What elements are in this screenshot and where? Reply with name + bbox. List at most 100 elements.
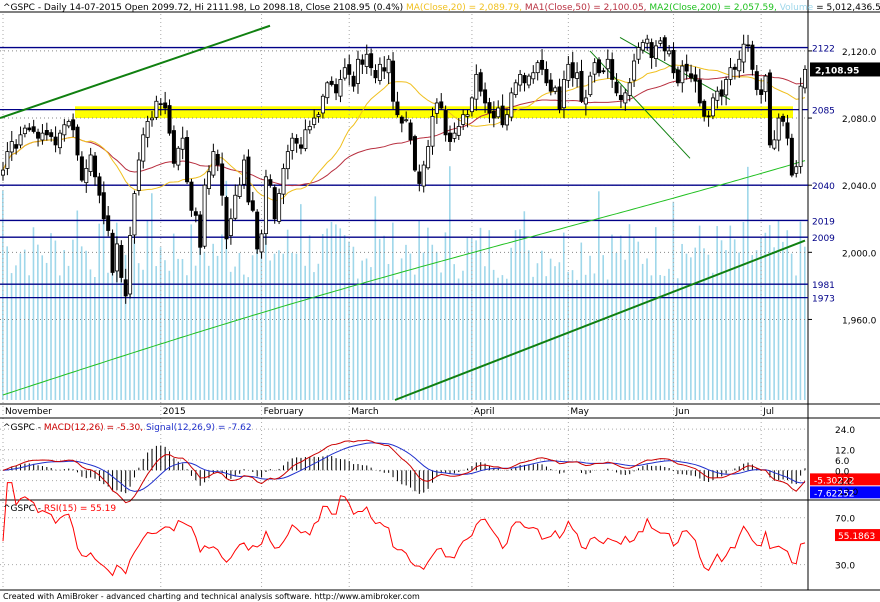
- volume-bar: [668, 268, 670, 400]
- candle-body: [132, 193, 137, 236]
- candle-body: [557, 86, 562, 111]
- volume-bar: [229, 271, 232, 400]
- candle-body: [49, 132, 54, 137]
- volume-bar: [405, 244, 407, 400]
- candle-body: [57, 132, 62, 149]
- candle-body: [22, 127, 27, 135]
- volume-bar: [98, 223, 101, 400]
- volume-bar: [155, 266, 157, 400]
- volume-bar: [282, 253, 285, 400]
- candle-body: [737, 58, 742, 72]
- last-price-label: 2,108.95: [815, 66, 859, 76]
- candle-body: [351, 75, 356, 87]
- ma200-line: [2, 160, 806, 396]
- candle-body: [732, 66, 737, 70]
- candle-body: [553, 87, 558, 92]
- month-label: Jul: [762, 407, 774, 417]
- volume-bar: [313, 272, 315, 400]
- candle-body: [675, 69, 680, 84]
- volume-bar: [45, 262, 48, 400]
- ma20-line: [2, 64, 806, 202]
- candle-body: [163, 102, 168, 109]
- macd-header-signal: Signal(12,26,9) = -7.62: [146, 423, 252, 433]
- candle-body: [588, 75, 593, 96]
- volume-bar: [151, 193, 153, 400]
- candle-body: [509, 92, 514, 118]
- candle-body: [193, 211, 198, 216]
- month-label: 2015: [163, 407, 186, 417]
- macd-tick-label: 6.0: [835, 457, 850, 467]
- candle-body: [781, 115, 786, 122]
- candle-body: [702, 100, 707, 117]
- candle-body: [272, 187, 277, 220]
- candle-body: [478, 72, 483, 92]
- candle-body: [614, 81, 619, 94]
- candle-body: [66, 121, 71, 127]
- candle-body: [513, 82, 518, 96]
- volume-bar: [216, 255, 219, 400]
- volume-bar: [6, 246, 8, 400]
- candle-body: [303, 129, 308, 149]
- volume-bar: [392, 222, 394, 400]
- volume-bar: [251, 255, 254, 400]
- volume-bar: [168, 270, 171, 400]
- volume-bar: [804, 246, 806, 400]
- candle-body: [649, 42, 654, 59]
- candle-body: [0, 169, 6, 176]
- price-tick-label: 2,000.0: [842, 249, 877, 259]
- candle-body: [233, 194, 238, 219]
- volume-bar: [633, 236, 635, 400]
- volume-bar: [654, 227, 657, 400]
- candle-body: [579, 70, 584, 102]
- volume-bar: [186, 275, 188, 400]
- volume-bar: [549, 258, 552, 400]
- volume-bar: [291, 252, 293, 400]
- candle-body: [364, 53, 369, 67]
- candle-body: [531, 72, 536, 80]
- candle-body: [189, 181, 194, 211]
- candle-body: [684, 63, 689, 72]
- candle-body: [145, 121, 150, 138]
- candle-body: [93, 155, 98, 178]
- candle-body: [566, 63, 571, 81]
- candle-body: [570, 62, 575, 79]
- volume-bar: [339, 228, 342, 400]
- candle-body: [360, 59, 365, 65]
- volume-bar: [278, 250, 280, 400]
- candle-body: [259, 233, 264, 253]
- candle-body: [395, 101, 400, 116]
- volume-bar: [378, 238, 381, 400]
- candle-body: [540, 59, 545, 70]
- volume-bar: [571, 270, 574, 400]
- candle-body: [474, 74, 479, 100]
- volume-bar: [742, 221, 745, 400]
- volume-bar: [637, 241, 640, 400]
- candle-body: [167, 105, 172, 134]
- candle-body: [27, 127, 32, 131]
- volume-bar: [365, 258, 368, 400]
- candle-body: [544, 68, 549, 84]
- volume-bar: [15, 265, 17, 400]
- macd-pane[interactable]: [0, 417, 880, 504]
- candle-body: [334, 84, 339, 94]
- rsi-pane[interactable]: [0, 482, 880, 591]
- rsi-header-label: RSI(15) = 55.19: [44, 504, 116, 514]
- volume-bar: [124, 254, 127, 400]
- volume-bar: [725, 250, 727, 400]
- volume-bar: [330, 221, 333, 400]
- candle-body: [522, 75, 527, 84]
- candle-body: [101, 192, 106, 220]
- macd-header-symbol: ^GSPC -: [3, 423, 44, 433]
- price-tick-label: 2,080.0: [842, 115, 877, 125]
- volume-bar: [505, 278, 508, 400]
- candle-body: [500, 105, 505, 126]
- chart-text-layer: 2122 2085 2040 2019 2009 1981 1973 2,120.0 2,080…: [3, 3, 880, 601]
- volume-bar: [768, 225, 771, 400]
- candle-body: [728, 67, 733, 80]
- volume-bar: [142, 269, 144, 400]
- volume-bar: [435, 251, 438, 400]
- candle-body: [750, 44, 755, 70]
- candle-body: [767, 72, 772, 146]
- volume-bar: [129, 246, 131, 400]
